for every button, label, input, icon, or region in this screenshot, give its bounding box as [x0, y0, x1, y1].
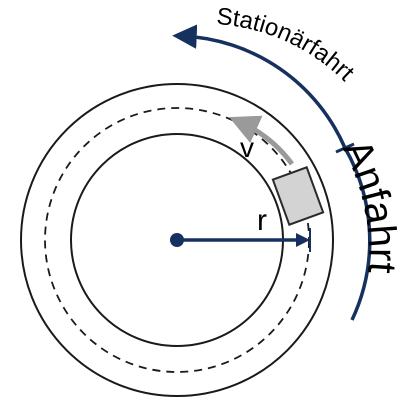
velocity-label: v: [240, 132, 254, 163]
radius-label: r: [257, 204, 267, 237]
center-point: [170, 233, 184, 247]
velocity-arrow: [229, 115, 295, 166]
start-drive-label: Anfahrt: [334, 133, 404, 275]
vehicle-block: [271, 166, 325, 226]
start-drive-label-path: Anfahrt: [334, 133, 404, 275]
station-drive-arc: [172, 24, 347, 149]
outer-circle: [20, 83, 334, 397]
phase-divider-tick: [335, 142, 355, 154]
start-drive-arc: [343, 147, 372, 321]
radius-arrowhead: [296, 233, 310, 247]
